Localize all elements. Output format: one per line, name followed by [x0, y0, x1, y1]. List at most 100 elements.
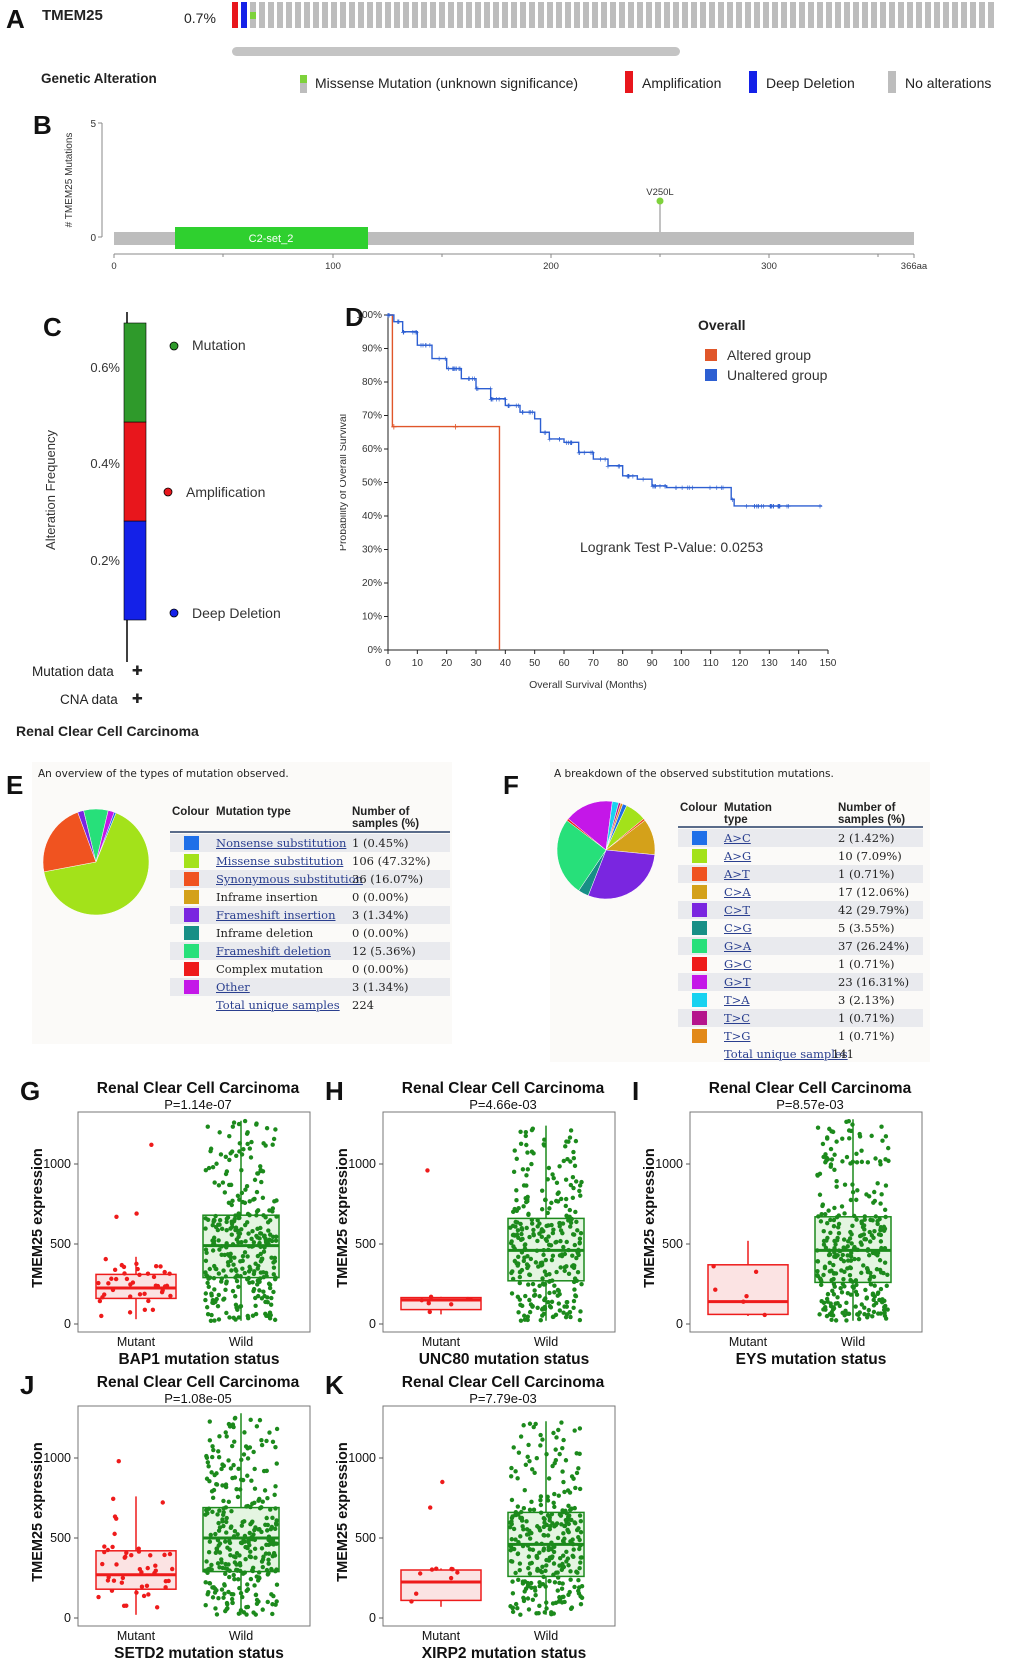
- boxplot-point-wild: [247, 1530, 252, 1536]
- boxplot-point-wild: [875, 1250, 881, 1256]
- boxplot-point-wild: [871, 1200, 876, 1205]
- boxplot-point-wild: [519, 1250, 525, 1255]
- boxplot-point-wild: [212, 1218, 217, 1223]
- boxplot-point-wild: [862, 1311, 867, 1317]
- total-unique-samples-link[interactable]: Total unique samples: [216, 998, 340, 1012]
- mutation-type-link[interactable]: Frameshift deletion: [216, 944, 331, 958]
- km-unaltered-censor: +: [542, 428, 547, 438]
- table-row: Nonsense substitution 1 (0.45%): [170, 834, 450, 852]
- boxplot-point-mutant: [99, 1313, 104, 1319]
- boxplot-point-wild: [210, 1454, 215, 1460]
- mutation-type-link[interactable]: C>A: [724, 885, 751, 899]
- boxplot-point-wild: [561, 1158, 566, 1164]
- ytick-5: 5: [90, 119, 96, 130]
- cna-data-plus-icon[interactable]: ✚: [132, 691, 143, 706]
- boxplot-point-wild: [557, 1291, 562, 1297]
- boxplot-point-wild: [559, 1253, 565, 1259]
- boxplot-point-wild: [525, 1167, 531, 1172]
- boxplot-point-wild: [267, 1218, 273, 1223]
- boxplot-point-wild: [214, 1471, 219, 1476]
- boxplot-point-wild: [551, 1561, 557, 1566]
- boxplot-point-wild: [216, 1520, 221, 1526]
- alteration-percent: 0.7%: [184, 10, 216, 26]
- boxplot-point-wild: [544, 1272, 549, 1278]
- km-unaltered-censor: +: [663, 481, 668, 491]
- boxplot-point-wild: [573, 1485, 578, 1491]
- oncoprint-sample-unaltered: [934, 2, 940, 28]
- km-unaltered-censor: +: [673, 483, 678, 493]
- boxplot-point-wild: [545, 1498, 551, 1503]
- km-unaltered-censor: +: [662, 481, 667, 491]
- table-row: Missense substitution 106 (47.32%): [170, 852, 450, 870]
- oncoprint-sample-unaltered: [772, 2, 778, 28]
- boxplot-point-wild: [525, 1314, 530, 1319]
- mutation-type-link[interactable]: Missense substitution: [216, 854, 344, 868]
- km-altered-censor: +: [391, 422, 397, 434]
- mutation-type-link[interactable]: G>T: [724, 975, 751, 989]
- boxplot-point-wild: [545, 1494, 550, 1500]
- boxplot-point-wild: [523, 1586, 529, 1592]
- total-unique-samples-link[interactable]: Total unique samples: [724, 1047, 848, 1061]
- boxplot-point-wild: [831, 1224, 837, 1229]
- boxplot-point-wild: [234, 1278, 240, 1284]
- mutation-data-plus-icon[interactable]: ✚: [132, 663, 143, 678]
- boxplot-point-wild: [568, 1569, 573, 1574]
- mutation-type-link[interactable]: Nonsense substitution: [216, 836, 347, 850]
- mutation-type-link[interactable]: Frameshift insertion: [216, 908, 336, 922]
- boxplot-point-wild: [223, 1571, 228, 1577]
- sample-count: 5 (3.55%): [838, 921, 895, 935]
- mutation-type-link[interactable]: C>T: [724, 903, 751, 917]
- boxplot-point-wild: [231, 1534, 237, 1539]
- pie-e-slice-missense-substitution: [43, 812, 150, 916]
- boxplot-point-wild: [546, 1223, 551, 1228]
- boxplot-point-wild: [572, 1242, 578, 1248]
- boxplot-point-wild: [220, 1180, 226, 1185]
- boxplot-point-wild: [211, 1447, 216, 1453]
- boxplot-point-wild: [838, 1286, 843, 1291]
- boxplot-point-wild: [527, 1309, 533, 1315]
- mutation-type-link[interactable]: Other: [216, 980, 250, 994]
- mutation-type-link[interactable]: T>C: [724, 1011, 751, 1025]
- boxplot-point-wild: [515, 1263, 520, 1268]
- mutation-type-link[interactable]: G>C: [724, 957, 752, 971]
- boxplot-point-wild: [550, 1230, 556, 1236]
- boxplot-point-wild: [541, 1248, 546, 1253]
- boxplot-point-wild: [848, 1250, 854, 1256]
- mutation-data-label: Mutation data: [32, 664, 114, 679]
- boxplot-point-wild: [254, 1601, 260, 1606]
- boxplot-point-wild: [236, 1240, 241, 1245]
- boxplot-point-wild: [848, 1258, 854, 1263]
- boxplot-xtick-wild: Wild: [229, 1335, 253, 1349]
- mutation-type-link[interactable]: G>A: [724, 939, 752, 953]
- boxplot-point-wild: [569, 1605, 575, 1610]
- boxplot-point-wild: [262, 1488, 268, 1493]
- boxplot-point-wild: [545, 1533, 551, 1538]
- boxplot-point-wild: [242, 1118, 248, 1124]
- boxplot-point-mutant: [162, 1552, 167, 1558]
- mutation-type-link[interactable]: A>G: [724, 849, 752, 863]
- boxplot-point-wild: [251, 1197, 256, 1202]
- mutation-type-link[interactable]: A>C: [724, 831, 751, 845]
- total-row: Total unique samples 141: [678, 1045, 923, 1063]
- boxplot-point-wild: [568, 1182, 574, 1188]
- boxplot-point-wild: [202, 1568, 208, 1573]
- oncoprint-sample-unaltered: [736, 2, 742, 28]
- boxplot-point-wild: [513, 1469, 518, 1474]
- boxplot-point-wild: [508, 1474, 514, 1479]
- mutation-type-link[interactable]: T>G: [724, 1029, 751, 1043]
- boxplot-point-wild: [844, 1154, 850, 1160]
- boxplot-point-wild: [272, 1255, 278, 1261]
- boxplot-point-wild: [253, 1592, 259, 1598]
- table-row: Other 3 (1.34%): [170, 978, 450, 996]
- mutation-type-link[interactable]: C>G: [724, 921, 752, 935]
- boxplot-point-mutant: [448, 1302, 454, 1307]
- boxplot-title: Renal Clear Cell Carcinoma: [97, 1080, 300, 1097]
- boxplot-point-wild: [559, 1196, 564, 1202]
- mutation-type-link[interactable]: A>T: [724, 867, 750, 881]
- mutation-type-link[interactable]: T>A: [724, 993, 750, 1007]
- km-unaltered-censor: +: [598, 455, 603, 465]
- mutation-type-link[interactable]: Synonymous substitution: [216, 872, 363, 886]
- boxplot-point-wild: [871, 1309, 877, 1315]
- km-unaltered-censor: +: [777, 501, 782, 511]
- boxplot-point-wild: [236, 1611, 242, 1616]
